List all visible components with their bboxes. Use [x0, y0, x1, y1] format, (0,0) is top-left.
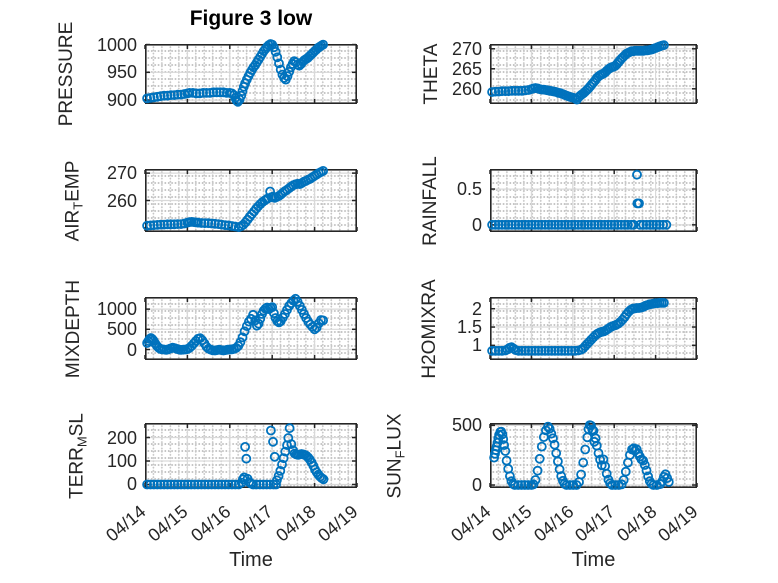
- x-tick-label: 04/16: [186, 501, 235, 546]
- terr-msl-ylabel: TERRMSL: [67, 413, 90, 499]
- sun-flux-y-tick-label: 0: [471, 475, 482, 496]
- air-temp-plot-area: [142, 166, 358, 233]
- sun-flux-ylabel-part: LUX: [384, 412, 406, 450]
- x-tick-label: 04/18: [612, 501, 661, 546]
- theta-y-tick-label: 270: [451, 38, 482, 59]
- h2omixra-y-tick-label: 2: [471, 298, 482, 319]
- x-axis-label-left: Time: [229, 549, 273, 571]
- h2omixra-series: [487, 298, 669, 356]
- subplot-h2omixra: [487, 297, 698, 361]
- terr-msl-ylabel-part: M: [74, 435, 90, 447]
- subplot-rainfall: [487, 169, 698, 233]
- terr-msl-plot-area: [142, 423, 358, 490]
- air-temp-ylabel-part: T: [70, 201, 86, 210]
- rainfall-ylabel-part: RAINFALL: [420, 155, 441, 246]
- x-tick-label: 04/17: [229, 501, 277, 546]
- subplot-pressure: [142, 39, 358, 107]
- theta-series: [487, 40, 669, 105]
- sun-flux-ylabel-part: SUN: [384, 457, 406, 499]
- sun-flux-tick-marks: [489, 424, 698, 487]
- sun-flux-plot-area: [489, 420, 698, 490]
- x-tick-label: 04/17: [571, 501, 619, 546]
- subplot-mixdepth: [142, 293, 358, 361]
- subplot-sun-flux: [489, 420, 698, 490]
- mixdepth-ylabel-part: MIXDEPTH: [63, 279, 84, 378]
- air-temp-series: [142, 166, 329, 232]
- x-tick-label: 04/19: [314, 501, 362, 546]
- theta-axes-box: [490, 44, 697, 105]
- h2omixra-axes-box: [490, 297, 697, 361]
- rainfall-ylabel: RAINFALL: [420, 156, 442, 246]
- pressure-series: [142, 39, 329, 107]
- x-tick-label: 04/14: [102, 501, 150, 546]
- terr-msl-ylabel-part: TERR: [66, 446, 88, 499]
- rainfall-axes-box: [490, 169, 697, 233]
- x-axis-label-right: Time: [571, 549, 616, 571]
- x-tick-label: 04/14: [447, 501, 495, 546]
- mixdepth-axes-box: [145, 297, 357, 361]
- subplot-terr-msl: [142, 423, 358, 490]
- rainfall-y-tick-label: 0: [471, 214, 482, 235]
- mixdepth-ylabel: MIXDEPTH: [63, 279, 85, 377]
- mixdepth-y-tick-label: 1000: [96, 299, 137, 320]
- air-temp-ylabel-part: EMP: [62, 160, 84, 202]
- x-tick-label: 04/16: [529, 501, 578, 546]
- terr-msl-ylabel-part: SL: [66, 412, 88, 436]
- h2omixra-ylabel: H2OMIXRA: [419, 279, 441, 378]
- figure-title: Figure 3 low: [189, 7, 313, 30]
- mixdepth-y-tick-label: 0: [126, 339, 137, 360]
- h2omixra-ylabel-part: H2OMIXRA: [419, 278, 440, 379]
- sun-flux-series: [489, 420, 674, 490]
- x-tick-label: 04/15: [144, 501, 192, 546]
- rainfall-series: [487, 169, 672, 230]
- pressure-ylabel: PRESSURE: [56, 22, 78, 127]
- mixdepth-series: [142, 293, 329, 356]
- x-tick-label: 04/19: [654, 501, 702, 546]
- sun-flux-ylabel: SUNFLUX: [385, 413, 408, 498]
- theta-y-tick-label: 260: [451, 78, 482, 99]
- pressure-y-tick-label: 1000: [96, 34, 137, 55]
- air-temp-ylabel: AIRTEMP: [63, 160, 86, 241]
- pressure-plot-area: [142, 39, 358, 107]
- theta-ylabel-part: THETA: [421, 43, 442, 105]
- theta-plot-area: [487, 40, 698, 105]
- subplot-theta: [487, 40, 698, 105]
- subplot-air-temp: [142, 166, 358, 233]
- h2omixra-y-tick-label: 1.5: [456, 317, 482, 338]
- pressure-ylabel-part: PRESSURE: [56, 21, 77, 127]
- terr-msl-y-tick-label: 0: [126, 474, 137, 495]
- mixdepth-y-tick-label: 500: [106, 319, 137, 340]
- rainfall-plot-area: [487, 169, 698, 233]
- sun-flux-ylabel-part: F: [392, 449, 408, 458]
- sun-flux-y-tick-label: 500: [451, 415, 482, 436]
- mixdepth-plot-area: [142, 293, 358, 361]
- rainfall-y-tick-label: 0.5: [456, 179, 482, 200]
- air-temp-y-tick-label: 270: [106, 163, 137, 184]
- h2omixra-plot-area: [487, 297, 698, 361]
- air-temp-y-tick-label: 260: [106, 190, 137, 211]
- x-tick-label: 04/18: [271, 501, 320, 546]
- pressure-y-tick-label: 950: [106, 62, 137, 83]
- theta-ylabel: THETA: [421, 44, 443, 105]
- air-temp-ylabel-part: AIR: [62, 209, 84, 241]
- pressure-axes-box: [145, 44, 357, 105]
- air-temp-axes-box: [145, 169, 357, 233]
- terr-msl-series: [142, 423, 329, 490]
- mixdepth-tick-marks: [144, 298, 358, 359]
- theta-y-tick-label: 265: [451, 58, 482, 79]
- x-tick-label: 04/15: [488, 501, 536, 546]
- terr-msl-major-grid: [145, 423, 357, 488]
- pressure-y-tick-label: 900: [106, 90, 137, 111]
- terr-msl-y-tick-label: 100: [106, 451, 137, 471]
- h2omixra-y-tick-label: 1: [471, 335, 482, 356]
- terr-msl-y-tick-label: 200: [106, 427, 137, 448]
